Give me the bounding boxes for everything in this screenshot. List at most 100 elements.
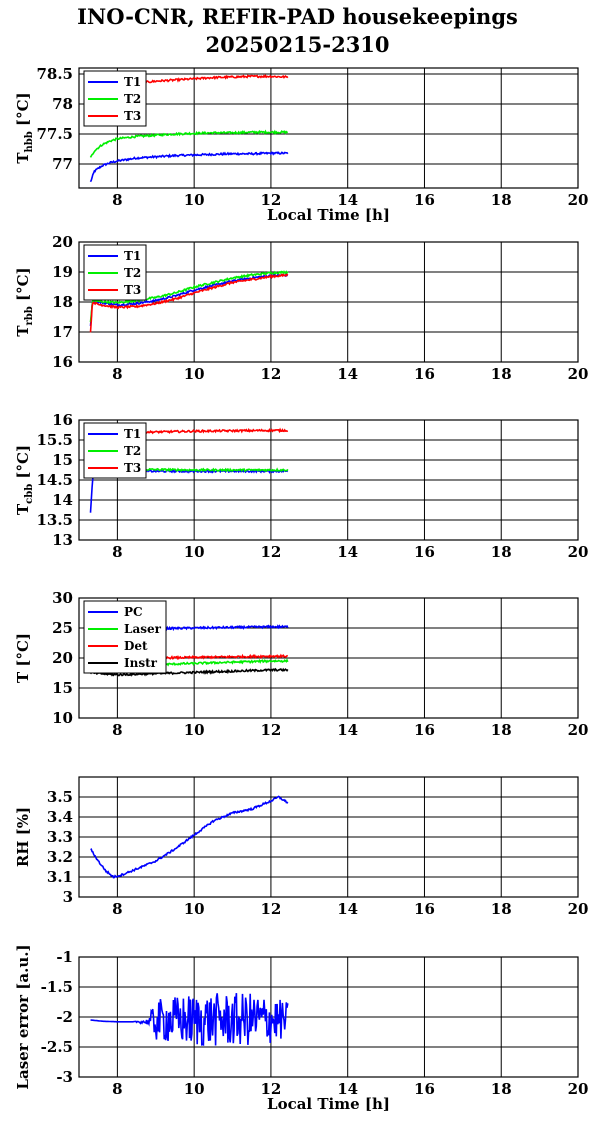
y-tick-label: 18: [52, 293, 73, 311]
series-line-t1: [89, 272, 289, 327]
legend-label-t2: T2: [124, 444, 141, 458]
x-tick-label: 18: [491, 900, 512, 918]
x-tick-label: 20: [568, 1080, 589, 1098]
series-line-instr: [89, 667, 289, 677]
legend-label-t1: T1: [124, 249, 141, 263]
legend: PC Laser Det Instr: [83, 600, 167, 674]
chart-panel-2: 8 10 12 14 16 18 20 16 17 18 19 20 Trbb [°C] T1 T2 T3: [14, 233, 588, 383]
x-tick-label: 16: [414, 1080, 435, 1098]
y-tick-label: 3.3: [47, 828, 73, 846]
legend: T1 T2 T3: [83, 244, 147, 301]
y-tick-label: 30: [52, 589, 73, 607]
y-tick-label: 20: [52, 233, 73, 251]
x-tick-label: 16: [414, 900, 435, 918]
legend-label-laser: Laser: [124, 622, 162, 636]
y-tick-label: 13.5: [36, 511, 73, 529]
y-axis-label: Trbb [°C]: [14, 267, 35, 336]
x-tick-label: 20: [568, 365, 589, 383]
x-tick-label: 12: [260, 543, 281, 561]
chart-panel-3: 8 10 12 14 16 18 20 13 13.5 14 14.5 15 15.5 16 Tcbb [°…: [14, 411, 588, 561]
y-tick-label: -2: [56, 1008, 73, 1026]
x-tick-label: 10: [184, 543, 205, 561]
x-tick-label: 10: [184, 191, 205, 209]
x-tick-label: 20: [568, 191, 589, 209]
x-tick-label: 14: [337, 1080, 358, 1098]
y-tick-label: 3: [63, 888, 73, 906]
series-line-t2: [89, 129, 288, 158]
x-axis-label: Local Time [h]: [267, 206, 390, 224]
x-tick-label: 18: [491, 721, 512, 739]
y-tick-label: 16: [52, 411, 73, 429]
y-tick-label: 77.5: [36, 125, 73, 143]
series-line-1: [90, 795, 289, 879]
x-tick-label: 8: [112, 1080, 122, 1098]
x-tick-label: 12: [260, 365, 281, 383]
x-tick-label: 16: [414, 191, 435, 209]
y-tick-label: 19: [52, 263, 73, 281]
y-axis-label: Laser error [a.u.]: [14, 944, 32, 1089]
x-tick-label: 16: [414, 721, 435, 739]
y-tick-label: 10: [52, 709, 73, 727]
y-tick-label: 78.5: [36, 65, 73, 83]
x-tick-label: 18: [491, 191, 512, 209]
y-tick-label: 77: [52, 155, 73, 173]
x-tick-label: 8: [112, 365, 122, 383]
chart-panel-5: 8 10 12 14 16 18 20 3 3.1 3.2 3.3 3.4 3.5 RH [%]: [14, 776, 589, 918]
x-tick-label: 18: [491, 365, 512, 383]
x-tick-label: 8: [112, 900, 122, 918]
legend-label-t2: T2: [124, 266, 141, 280]
plot-frame: [78, 956, 579, 1078]
plot-frame: [78, 419, 579, 541]
legend-label-t3: T3: [124, 461, 141, 475]
chart-panel-6: 8 10 12 14 16 18 20 -3 -2.5 -2 -1.5 -1 Local Time [h…: [14, 944, 588, 1113]
y-tick-label: 3.1: [47, 868, 73, 886]
legend-label-instr: Instr: [124, 656, 158, 670]
legend-label-t3: T3: [124, 283, 141, 297]
y-tick-label: -1.5: [41, 978, 73, 996]
y-axis-label: Tcbb [°C]: [14, 445, 35, 515]
x-tick-label: 10: [184, 365, 205, 383]
x-tick-label: 18: [491, 1080, 512, 1098]
series-line-t1: [89, 151, 289, 183]
x-tick-label: 12: [260, 900, 281, 918]
plot-frame: [78, 776, 579, 898]
series-line-t2: [89, 270, 289, 323]
chart-title-line1: INO-CNR, REFIR-PAD housekeepings: [77, 4, 518, 29]
y-tick-label: 17: [52, 323, 73, 341]
x-tick-label: 16: [414, 543, 435, 561]
y-tick-label: 3.2: [47, 848, 73, 866]
y-tick-label: 14: [52, 491, 73, 509]
y-tick-label: 3.4: [47, 808, 73, 826]
x-tick-label: 10: [184, 900, 205, 918]
x-tick-label: 16: [414, 365, 435, 383]
x-tick-label: 10: [184, 1080, 205, 1098]
x-tick-label: 12: [260, 721, 281, 739]
legend-label-det: Det: [124, 639, 148, 653]
x-tick-label: 14: [337, 721, 358, 739]
x-tick-label: 8: [112, 543, 122, 561]
x-tick-label: 14: [337, 900, 358, 918]
x-tick-label: 18: [491, 543, 512, 561]
y-tick-label: -1: [56, 948, 73, 966]
legend-label-t3: T3: [124, 109, 141, 123]
plot-frame: [78, 67, 579, 189]
plot-frame: [78, 597, 579, 719]
x-tick-label: 14: [337, 191, 358, 209]
legend-label-t2: T2: [124, 92, 141, 106]
chart-panel-4: 8 10 12 14 16 18 20 10 15 20 25 30 T [°C] PC Laser Det I…: [14, 589, 588, 739]
y-axis-label: Thbb [°C]: [14, 92, 35, 163]
y-tick-label: -2.5: [41, 1038, 73, 1056]
legend: T1 T2 T3: [83, 422, 147, 479]
series-line-t3: [89, 273, 289, 333]
y-axis-label: T [°C]: [14, 633, 32, 683]
x-tick-label: 8: [112, 191, 122, 209]
x-tick-label: 14: [337, 365, 358, 383]
y-tick-label: 15: [52, 679, 73, 697]
y-tick-label: 20: [52, 649, 73, 667]
x-tick-label: 12: [260, 1080, 281, 1098]
y-tick-label: 3.5: [47, 788, 73, 806]
legend-label-t1: T1: [124, 427, 141, 441]
x-tick-label: 20: [568, 900, 589, 918]
y-tick-label: 13: [52, 531, 73, 549]
